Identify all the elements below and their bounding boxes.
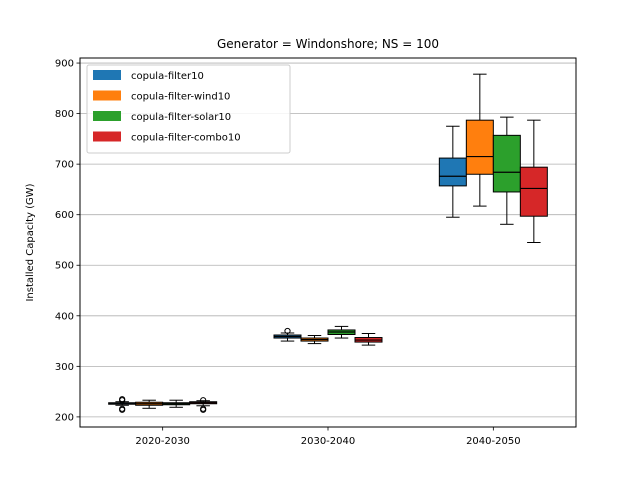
box-copula-filter-solar10-2020-2030 <box>162 399 191 408</box>
box-copula-filter-combo10-2040-2050 <box>519 119 548 243</box>
box-copula-filter-wind10-2020-2030 <box>135 399 164 409</box>
box-copula-filter10-2040-2050 <box>438 125 467 218</box>
legend-label: copula-filter10 <box>131 71 204 82</box>
y-tick-label: 300 <box>55 362 74 373</box>
y-tick-label: 900 <box>55 59 74 70</box>
legend-swatch <box>93 111 121 121</box>
data-layer <box>108 73 548 413</box>
box-copula-filter10-2030-2040 <box>273 327 302 342</box>
legend-swatch <box>93 70 121 80</box>
y-axis-ticks: 200 300 400 500 600 700 800 900 <box>55 59 80 423</box>
legend: copula-filter10 copula-filter-wind10 copul… <box>86 64 291 154</box>
legend-label: copula-filter-solar10 <box>131 112 231 123</box>
legend-swatch <box>93 131 121 142</box>
box-copula-filter-combo10-2020-2030 <box>189 397 218 413</box>
legend-label: copula-filter-combo10 <box>131 133 241 144</box>
y-tick-label: 200 <box>55 412 74 423</box>
legend-swatch <box>93 90 121 101</box>
box-copula-filter-combo10-2030-2040 <box>354 332 383 346</box>
outlier-point <box>200 397 207 404</box>
outlier-point <box>200 405 207 412</box>
chart-title: Generator = Windonshore; NS = 100 <box>217 37 439 51</box>
legend-label: copula-filter-wind10 <box>131 92 230 103</box>
y-tick-label: 500 <box>55 261 74 272</box>
box-body <box>492 134 521 193</box>
legend-frame <box>86 64 291 154</box>
box-body <box>519 166 548 217</box>
x-tick-label: 2030-2040 <box>301 436 356 447</box>
x-tick-label: 2020-2030 <box>135 436 190 447</box>
box-copula-filter-wind10-2040-2050 <box>465 73 494 207</box>
outlier-point <box>119 396 126 403</box>
box-copula-filter-solar10-2040-2050 <box>492 116 521 225</box>
y-axis-label: Installed Capacity (GW) <box>25 183 36 301</box>
box-body <box>465 119 494 175</box>
x-tick-label: 2040-2050 <box>466 436 521 447</box>
y-tick-label: 600 <box>55 210 74 221</box>
x-axis-ticks: 2020-2030 2030-2040 2040-2050 <box>135 427 521 447</box>
y-tick-label: 800 <box>55 109 74 120</box>
box-copula-filter-solar10-2030-2040 <box>327 325 356 339</box>
box-copula-filter10-2020-2030 <box>108 396 137 413</box>
box-copula-filter-wind10-2030-2040 <box>300 335 329 345</box>
y-tick-label: 700 <box>55 160 74 171</box>
outlier-point <box>119 405 126 412</box>
y-tick-label: 400 <box>55 311 74 322</box>
outlier-point <box>284 327 291 335</box>
box-body <box>438 157 467 187</box>
